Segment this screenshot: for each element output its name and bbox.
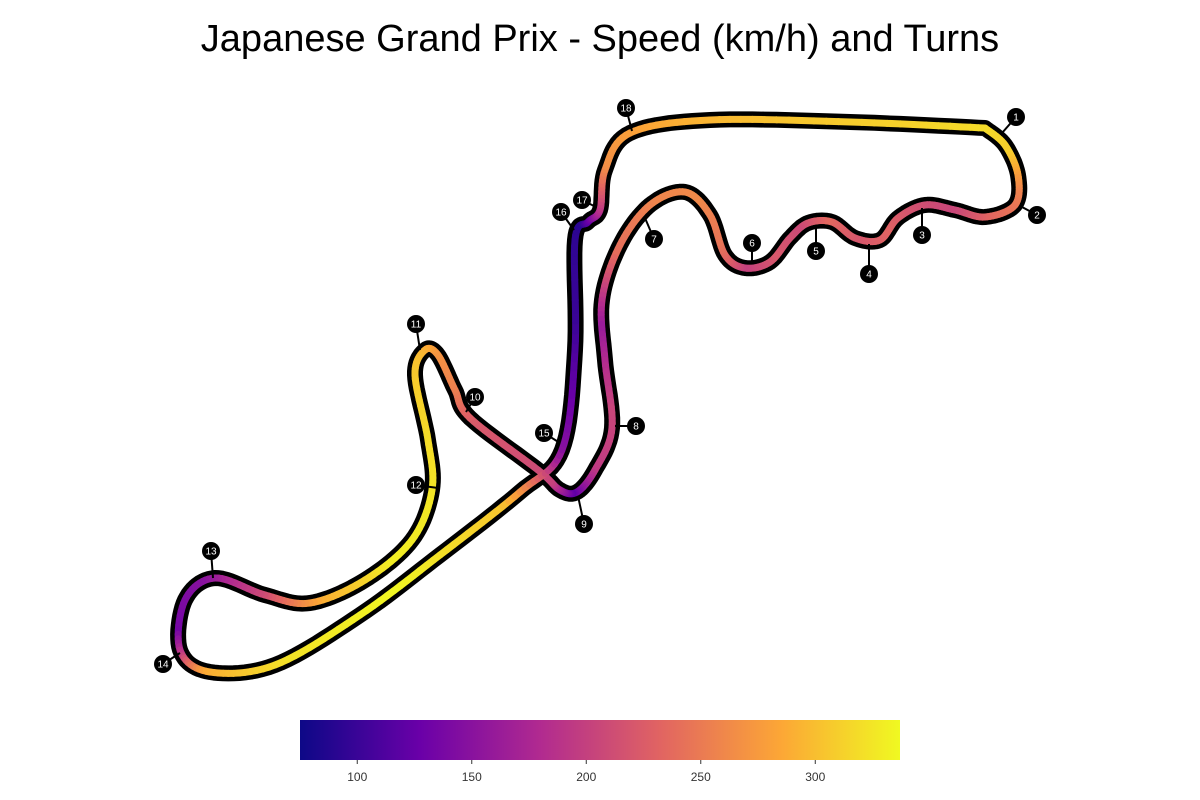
turn-marker: 17 (573, 191, 597, 209)
turn-number-label: 17 (576, 196, 588, 207)
turn-number-label: 12 (410, 481, 422, 492)
turn-marker: 7 (644, 217, 663, 248)
turn-marker: 5 (807, 225, 825, 260)
turn-marker-circle (860, 265, 878, 283)
turn-marker-circle (807, 242, 825, 260)
turn-marker: 9 (575, 495, 593, 533)
colorbar-tick-label: 250 (691, 770, 711, 784)
turn-marker-circle (575, 515, 593, 533)
turn-number-label: 14 (157, 660, 169, 671)
track-speed-line (174, 115, 1023, 677)
turn-marker: 6 (743, 234, 761, 262)
turn-marker: 11 (407, 315, 425, 351)
turn-number-label: 15 (538, 429, 550, 440)
turn-marker: 4 (860, 244, 878, 283)
turn-number-label: 5 (813, 247, 819, 258)
turn-marker-circle (645, 230, 663, 248)
colorbar-gradient (300, 720, 900, 760)
turn-marker-circle (466, 388, 484, 406)
turn-number-label: 10 (469, 393, 481, 404)
turn-number-label: 13 (205, 547, 217, 558)
turn-marker-circle (407, 315, 425, 333)
turn-number-label: 8 (633, 422, 639, 433)
turn-number-label: 7 (651, 235, 657, 246)
turn-marker-circle (1007, 108, 1025, 126)
colorbar-tick-label: 100 (347, 770, 367, 784)
turn-marker: 2 (1021, 206, 1046, 224)
turn-number-label: 9 (581, 520, 587, 531)
turn-marker: 8 (615, 417, 645, 435)
turn-number-label: 4 (866, 270, 872, 281)
turn-marker: 10 (465, 388, 484, 413)
turn-marker-circle (913, 226, 931, 244)
turn-marker: 15 (535, 424, 561, 444)
turn-marker: 14 (154, 652, 181, 673)
turn-marker: 12 (407, 476, 439, 494)
turn-number-label: 3 (919, 231, 925, 242)
turn-marker-circle (627, 417, 645, 435)
turn-number-label: 16 (555, 208, 567, 219)
turn-marker-circle (552, 203, 570, 221)
turn-marker: 3 (913, 208, 931, 244)
turn-marker-circle (573, 191, 591, 209)
colorbar-tick-label: 200 (576, 770, 596, 784)
turn-marker-circle (743, 234, 761, 252)
turn-marker-circle (202, 542, 220, 560)
map-title: Japanese Grand Prix - Speed (km/h) and T… (200, 18, 1000, 60)
turn-marker: 13 (202, 542, 220, 579)
turn-marker: 16 (552, 203, 575, 231)
colorbar-tick-label: 150 (462, 770, 482, 784)
colorbar-tick-label: 300 (805, 770, 825, 784)
turn-marker-circle (617, 99, 635, 117)
turn-marker: 1 (1001, 108, 1025, 134)
speed-colorbar: 100 150 200 250 300 (300, 720, 900, 784)
turn-number-label: 11 (411, 320, 422, 331)
turn-marker-circle (154, 655, 172, 673)
turn-marker-circle (1028, 206, 1046, 224)
turn-marker-circle (407, 476, 425, 494)
turn-marker-circle (535, 424, 553, 442)
colorbar-ticks: 100 150 200 250 300 (347, 760, 826, 784)
turn-number-label: 1 (1013, 113, 1019, 124)
turn-number-label: 2 (1034, 211, 1040, 222)
turn-marker: 18 (617, 99, 635, 132)
turn-number-label: 6 (749, 239, 755, 250)
turn-number-label: 18 (620, 104, 632, 115)
